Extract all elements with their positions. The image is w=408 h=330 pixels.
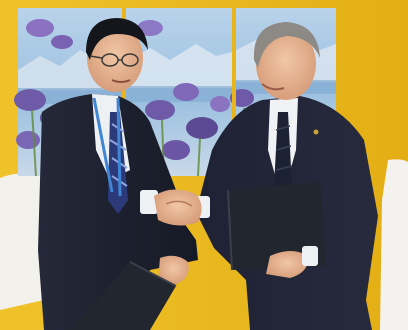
clasped-hands xyxy=(154,189,202,226)
lanyard xyxy=(92,97,122,197)
hair-left xyxy=(86,18,148,60)
mountains-middle xyxy=(126,44,232,88)
tie-right xyxy=(274,112,292,200)
white-chair-right xyxy=(380,159,408,330)
head-left xyxy=(87,24,143,92)
folder-left xyxy=(70,262,176,330)
head-right xyxy=(256,28,316,100)
man-left xyxy=(38,18,198,330)
hand-right-folder xyxy=(266,251,309,278)
folder-right xyxy=(228,182,326,270)
handshake xyxy=(140,189,210,226)
glasses-icon xyxy=(89,53,139,67)
hair-right xyxy=(253,22,320,68)
lapel-pin-icon xyxy=(313,129,319,135)
white-chair-left xyxy=(0,173,44,310)
cuff-left xyxy=(140,190,158,214)
man-right xyxy=(196,22,378,330)
hand-left-folder xyxy=(158,255,189,284)
